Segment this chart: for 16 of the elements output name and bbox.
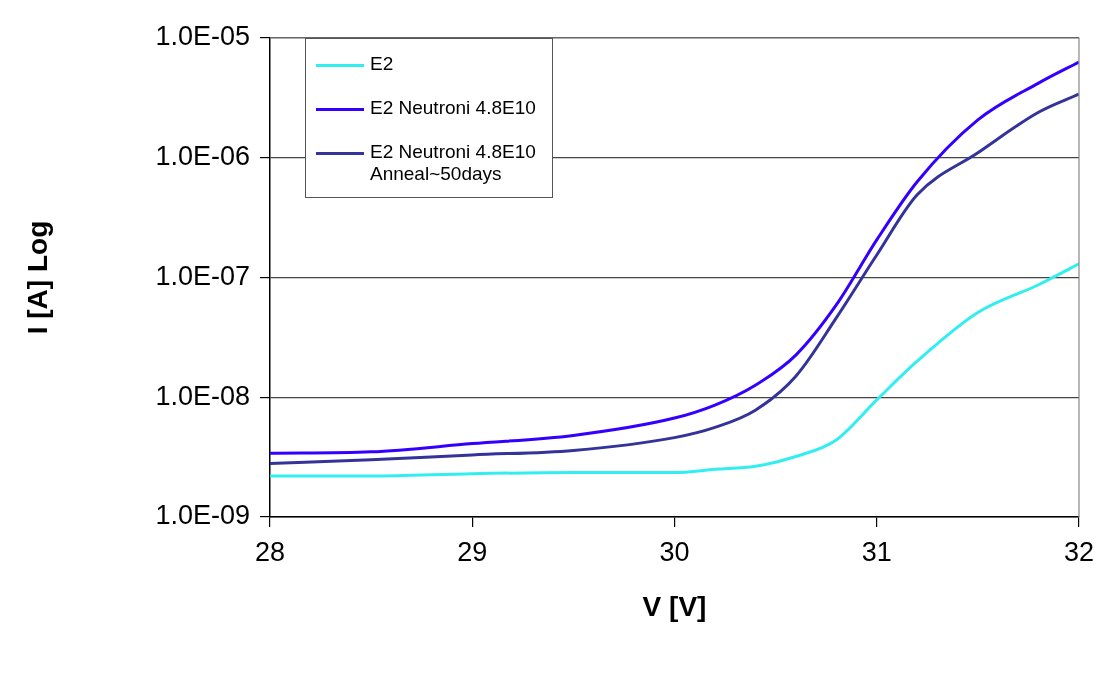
y-tick-label: 1.0E-05 [155, 21, 250, 52]
x-axis-title: V [V] [642, 590, 707, 622]
x-tick-label: 30 [659, 536, 690, 567]
line-series [270, 262, 1079, 478]
y-tick-label: 1.0E-08 [155, 380, 250, 411]
legend-label: E2 [370, 53, 394, 75]
x-tick-label: 28 [254, 536, 286, 567]
x-tick-label: 31 [861, 536, 892, 567]
y-tick-label: 1.0E-07 [155, 260, 250, 291]
legend-label: E2 Neutroni 4.8E10 Anneal~50days [370, 141, 537, 185]
x-tick-label: 32 [1063, 536, 1095, 567]
legend-label: E2 Neutroni 4.8E10 [370, 97, 536, 119]
y-axis-title: I [A] Log [21, 220, 53, 335]
y-tick-label: 1.0E-09 [155, 500, 250, 531]
x-tick-label: 29 [457, 536, 488, 567]
y-tick-label: 1.0E-06 [155, 141, 250, 172]
